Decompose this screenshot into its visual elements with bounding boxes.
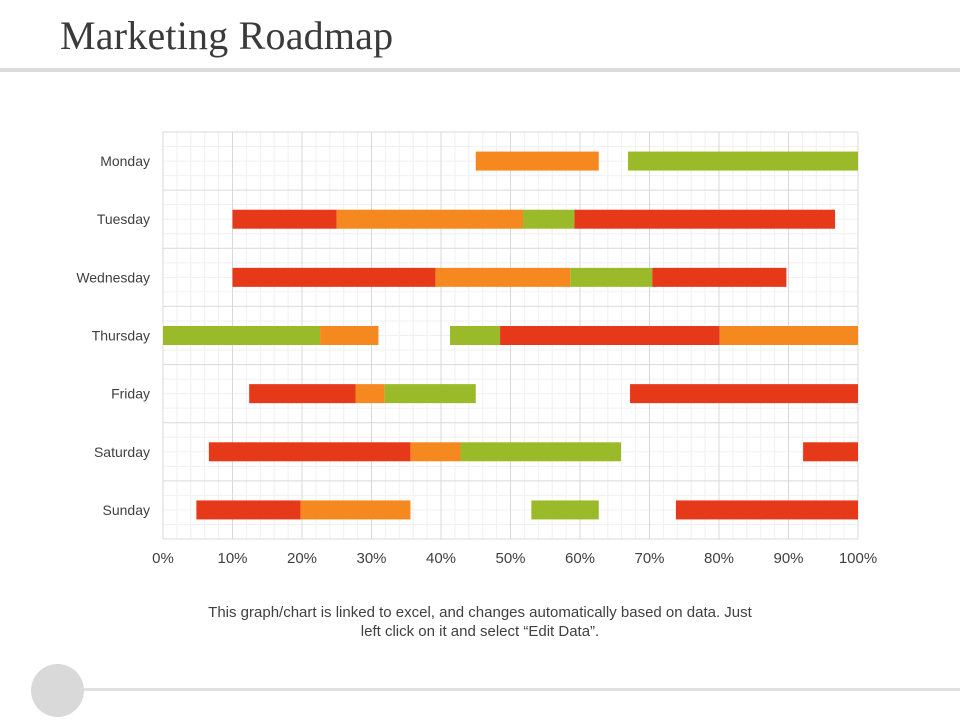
bar-tuesday-red[interactable] [232,209,337,229]
bar-friday-red[interactable] [630,384,858,404]
category-label: Monday [100,153,150,169]
bar-thursday-red[interactable] [500,326,720,345]
bar-tuesday-orange[interactable] [336,209,524,229]
footnote-line-1: This graph/chart is linked to excel, and… [208,604,752,621]
bar-monday-orange[interactable] [475,151,599,171]
bar-wednesday-red[interactable] [232,267,436,287]
category-label: Friday [111,386,150,402]
x-tick-label: 60% [565,550,595,567]
title-divider [0,68,960,72]
x-tick-label: 30% [356,550,386,567]
bar-sunday-green[interactable] [531,500,599,520]
x-tick-label: 50% [495,550,525,567]
bar-wednesday-orange[interactable] [435,267,571,287]
x-tick-label: 70% [634,550,664,567]
footnote-line-2: left click on it and select “Edit Data”. [360,623,600,640]
bar-monday-green[interactable] [627,151,858,171]
bar-sunday-red[interactable] [675,500,858,520]
bar-wednesday-red[interactable] [652,267,787,287]
category-label: Saturday [94,444,150,460]
category-label: Wednesday [76,269,150,285]
bar-tuesday-red[interactable] [574,209,836,229]
x-tick-label: 0% [152,550,174,567]
x-tick-label: 10% [217,550,247,567]
bar-thursday-green[interactable] [163,326,321,345]
bar-sunday-red[interactable] [196,500,301,520]
footer-circle-decoration [31,664,84,717]
bar-friday-orange[interactable] [355,384,385,404]
x-tick-label: 100% [839,550,877,567]
chart-bars [163,151,858,520]
bar-thursday-orange[interactable] [320,326,379,345]
bar-sunday-orange[interactable] [300,500,411,520]
category-label: Sunday [103,502,150,518]
bar-wednesday-green[interactable] [570,267,653,287]
bar-friday-green[interactable] [384,384,476,404]
bar-saturday-red[interactable] [803,442,858,462]
x-tick-label: 90% [773,550,803,567]
bar-saturday-orange[interactable] [410,442,461,462]
bar-thursday-orange[interactable] [719,326,858,345]
x-tick-label: 80% [704,550,734,567]
bar-friday-red[interactable] [249,384,356,404]
chart-footnote: This graph/chart is linked to excel, and… [180,603,780,641]
footer-divider [84,688,960,691]
x-tick-label: 20% [287,550,317,567]
chart-labels: Monday Tuesday Wednesday Thursday Friday Satu… [76,153,877,567]
page-title: Marketing Roadmap [60,13,394,58]
bar-saturday-red[interactable] [208,442,411,462]
category-label: Tuesday [97,211,150,227]
x-tick-label: 40% [426,550,456,567]
bar-thursday-green[interactable] [450,326,501,345]
bar-tuesday-green[interactable] [523,209,575,229]
roadmap-bar-chart[interactable]: Monday Tuesday Wednesday Thursday Friday Satu… [0,0,960,600]
bar-saturday-green[interactable] [460,442,622,462]
category-label: Thursday [92,328,150,344]
